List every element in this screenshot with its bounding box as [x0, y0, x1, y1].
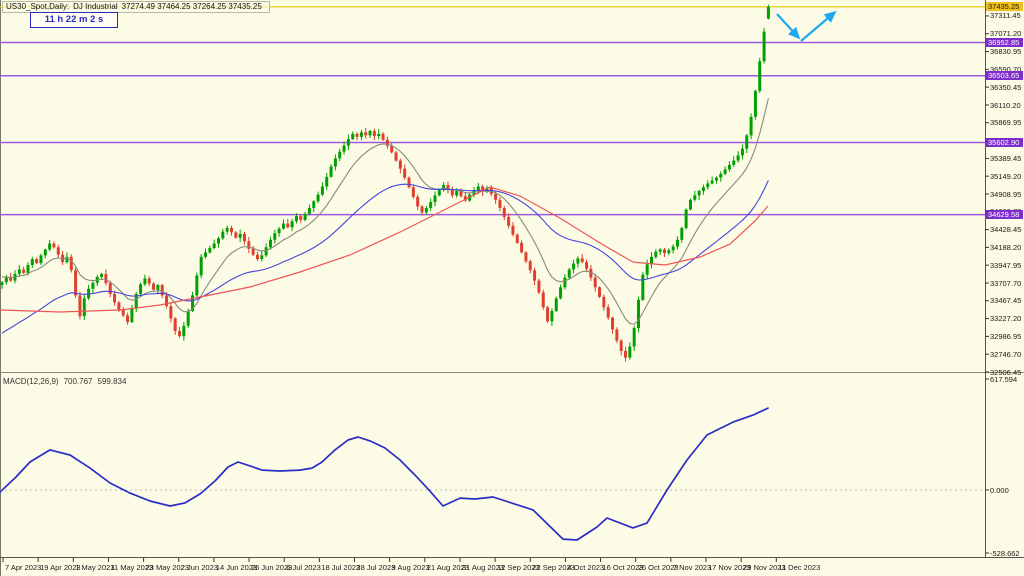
countdown-text: 11 h 22 m 2 s [44, 14, 104, 25]
price-axis-label: 32746.70 [990, 349, 1022, 359]
time-axis-label: 29 Nov 2023 [743, 563, 786, 572]
price-axis-label: 32986.95 [990, 331, 1022, 341]
time-axis-label: 17 Nov 2023 [708, 563, 751, 572]
price-axis-label: 36830.95 [990, 47, 1022, 57]
price-axis-label: 34908.95 [990, 189, 1022, 199]
macd-indicator-label: MACD(12,26,9) 700.767 599.834 [3, 377, 131, 386]
price-axis-label: 35389.45 [990, 153, 1022, 163]
time-axis-label: 11 May 2023 [110, 563, 154, 572]
price-axis-label: 35149.20 [990, 171, 1022, 181]
level-price-label: 34629.58 [986, 210, 1023, 220]
price-axis-label: 37311.45 [990, 11, 1021, 21]
price-axis-label: 33947.95 [990, 260, 1022, 270]
time-axis-label: 26 Oct 2023 [637, 563, 679, 572]
time-axis-label: 6 Jul 2023 [286, 563, 321, 572]
time-axis-label: 12 Sep 2023 [497, 563, 540, 572]
symbol-timeframe: US30_Spot,Daily: [6, 2, 70, 11]
price-axis-label: 34188.20 [990, 242, 1022, 252]
time-axis-label: 2 Jun 2023 [180, 563, 218, 572]
macd-axis-label: 0.000 [990, 485, 1009, 495]
price-axis-label: 33227.20 [990, 314, 1022, 324]
time-axis-label: 16 Oct 2023 [602, 563, 644, 572]
time-axis-label: 4 Oct 2023 [567, 563, 605, 572]
time-axis-label: 11 Dec 2023 [778, 563, 821, 572]
last-price-label: 37435.25 [986, 2, 1023, 12]
macd-axis-label: 617.594 [990, 374, 1018, 384]
time-axis-label: 19 Apr 2023 [40, 563, 81, 572]
time-axis-label: 7 Apr 2023 [5, 563, 42, 572]
price-axis-label: 33467.45 [990, 296, 1022, 306]
candle-countdown-timer[interactable]: 11 h 22 m 2 s [30, 12, 118, 28]
macd-axis-label: -528.662 [990, 548, 1020, 558]
time-axis-label: 7 Nov 2023 [672, 563, 712, 572]
time-axis-label: 14 Jun 2023 [215, 563, 258, 572]
price-axis-label: 32506.45 [990, 367, 1022, 377]
macd-signal-value: 599.834 [97, 377, 127, 386]
price-axis-label: 37071.20 [990, 29, 1022, 39]
time-axis-label: 28 Jul 2023 [356, 563, 396, 572]
time-axis-label: 9 Aug 2023 [391, 563, 430, 572]
macd-main-value: 700.767 [63, 377, 93, 386]
price-axis-label: 35869.95 [990, 118, 1022, 128]
price-axis-label: 36350.45 [990, 82, 1022, 92]
level-price-label: 36503.65 [986, 71, 1023, 81]
level-price-label: 35602.90 [986, 138, 1023, 148]
time-axis-label: 31 Aug 2023 [461, 563, 505, 572]
time-axis-label: 1 May 2023 [75, 563, 115, 572]
macd-name: MACD(12,26,9) [3, 377, 59, 386]
time-axis-label: 21 Aug 2023 [426, 563, 469, 572]
ohlc-values: 37274.49 37464.25 37264.25 37435.25 [121, 2, 262, 11]
time-axis-label: 22 Sep 2023 [532, 563, 575, 572]
symbol-description: DJ Industrial [73, 2, 118, 11]
time-axis-label: 23 May 2023 [145, 563, 189, 572]
price-axis-label: 36590.70 [990, 64, 1022, 74]
price-axis-label: 34428.45 [990, 225, 1022, 235]
price-axis-label: 36110.20 [990, 100, 1021, 110]
level-price-label: 36952.85 [986, 38, 1023, 47]
price-axis-label: 33707.70 [990, 278, 1022, 288]
time-axis-label: 18 Jul 2023 [321, 563, 361, 572]
chart-title: US30_Spot,Daily: DJ Industrial 37274.49 37… [2, 1, 270, 13]
time-axis-label: 26 Jun 2023 [251, 563, 293, 572]
